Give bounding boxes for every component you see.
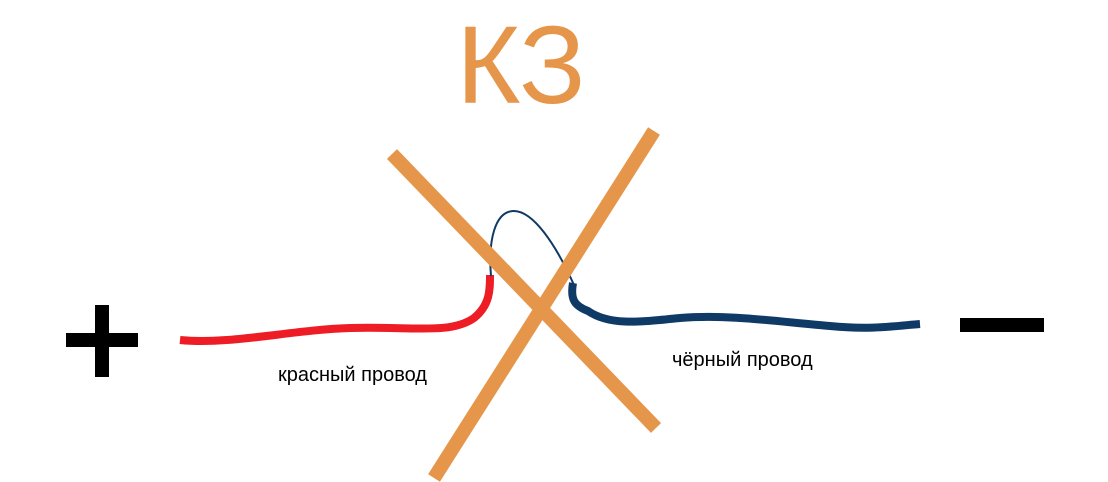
black-wire-label: чёрный провод: [672, 349, 813, 371]
red-wire-label: красный провод: [278, 364, 427, 386]
minus-bar: [960, 318, 1044, 332]
positive-terminal: +: [66, 305, 138, 377]
red-wire: [179, 274, 494, 346]
negative-terminal: —: [960, 318, 1044, 332]
black-wire: [568, 282, 921, 332]
negative-terminal-label: —: [1002, 324, 1003, 326]
short-circuit-bridge: [489, 209, 575, 286]
diagram-title: КЗ: [456, 4, 585, 127]
cross-line-descending: [386, 149, 662, 433]
cross-line-ascending: [428, 127, 660, 482]
plus-vertical-bar: [95, 305, 109, 377]
